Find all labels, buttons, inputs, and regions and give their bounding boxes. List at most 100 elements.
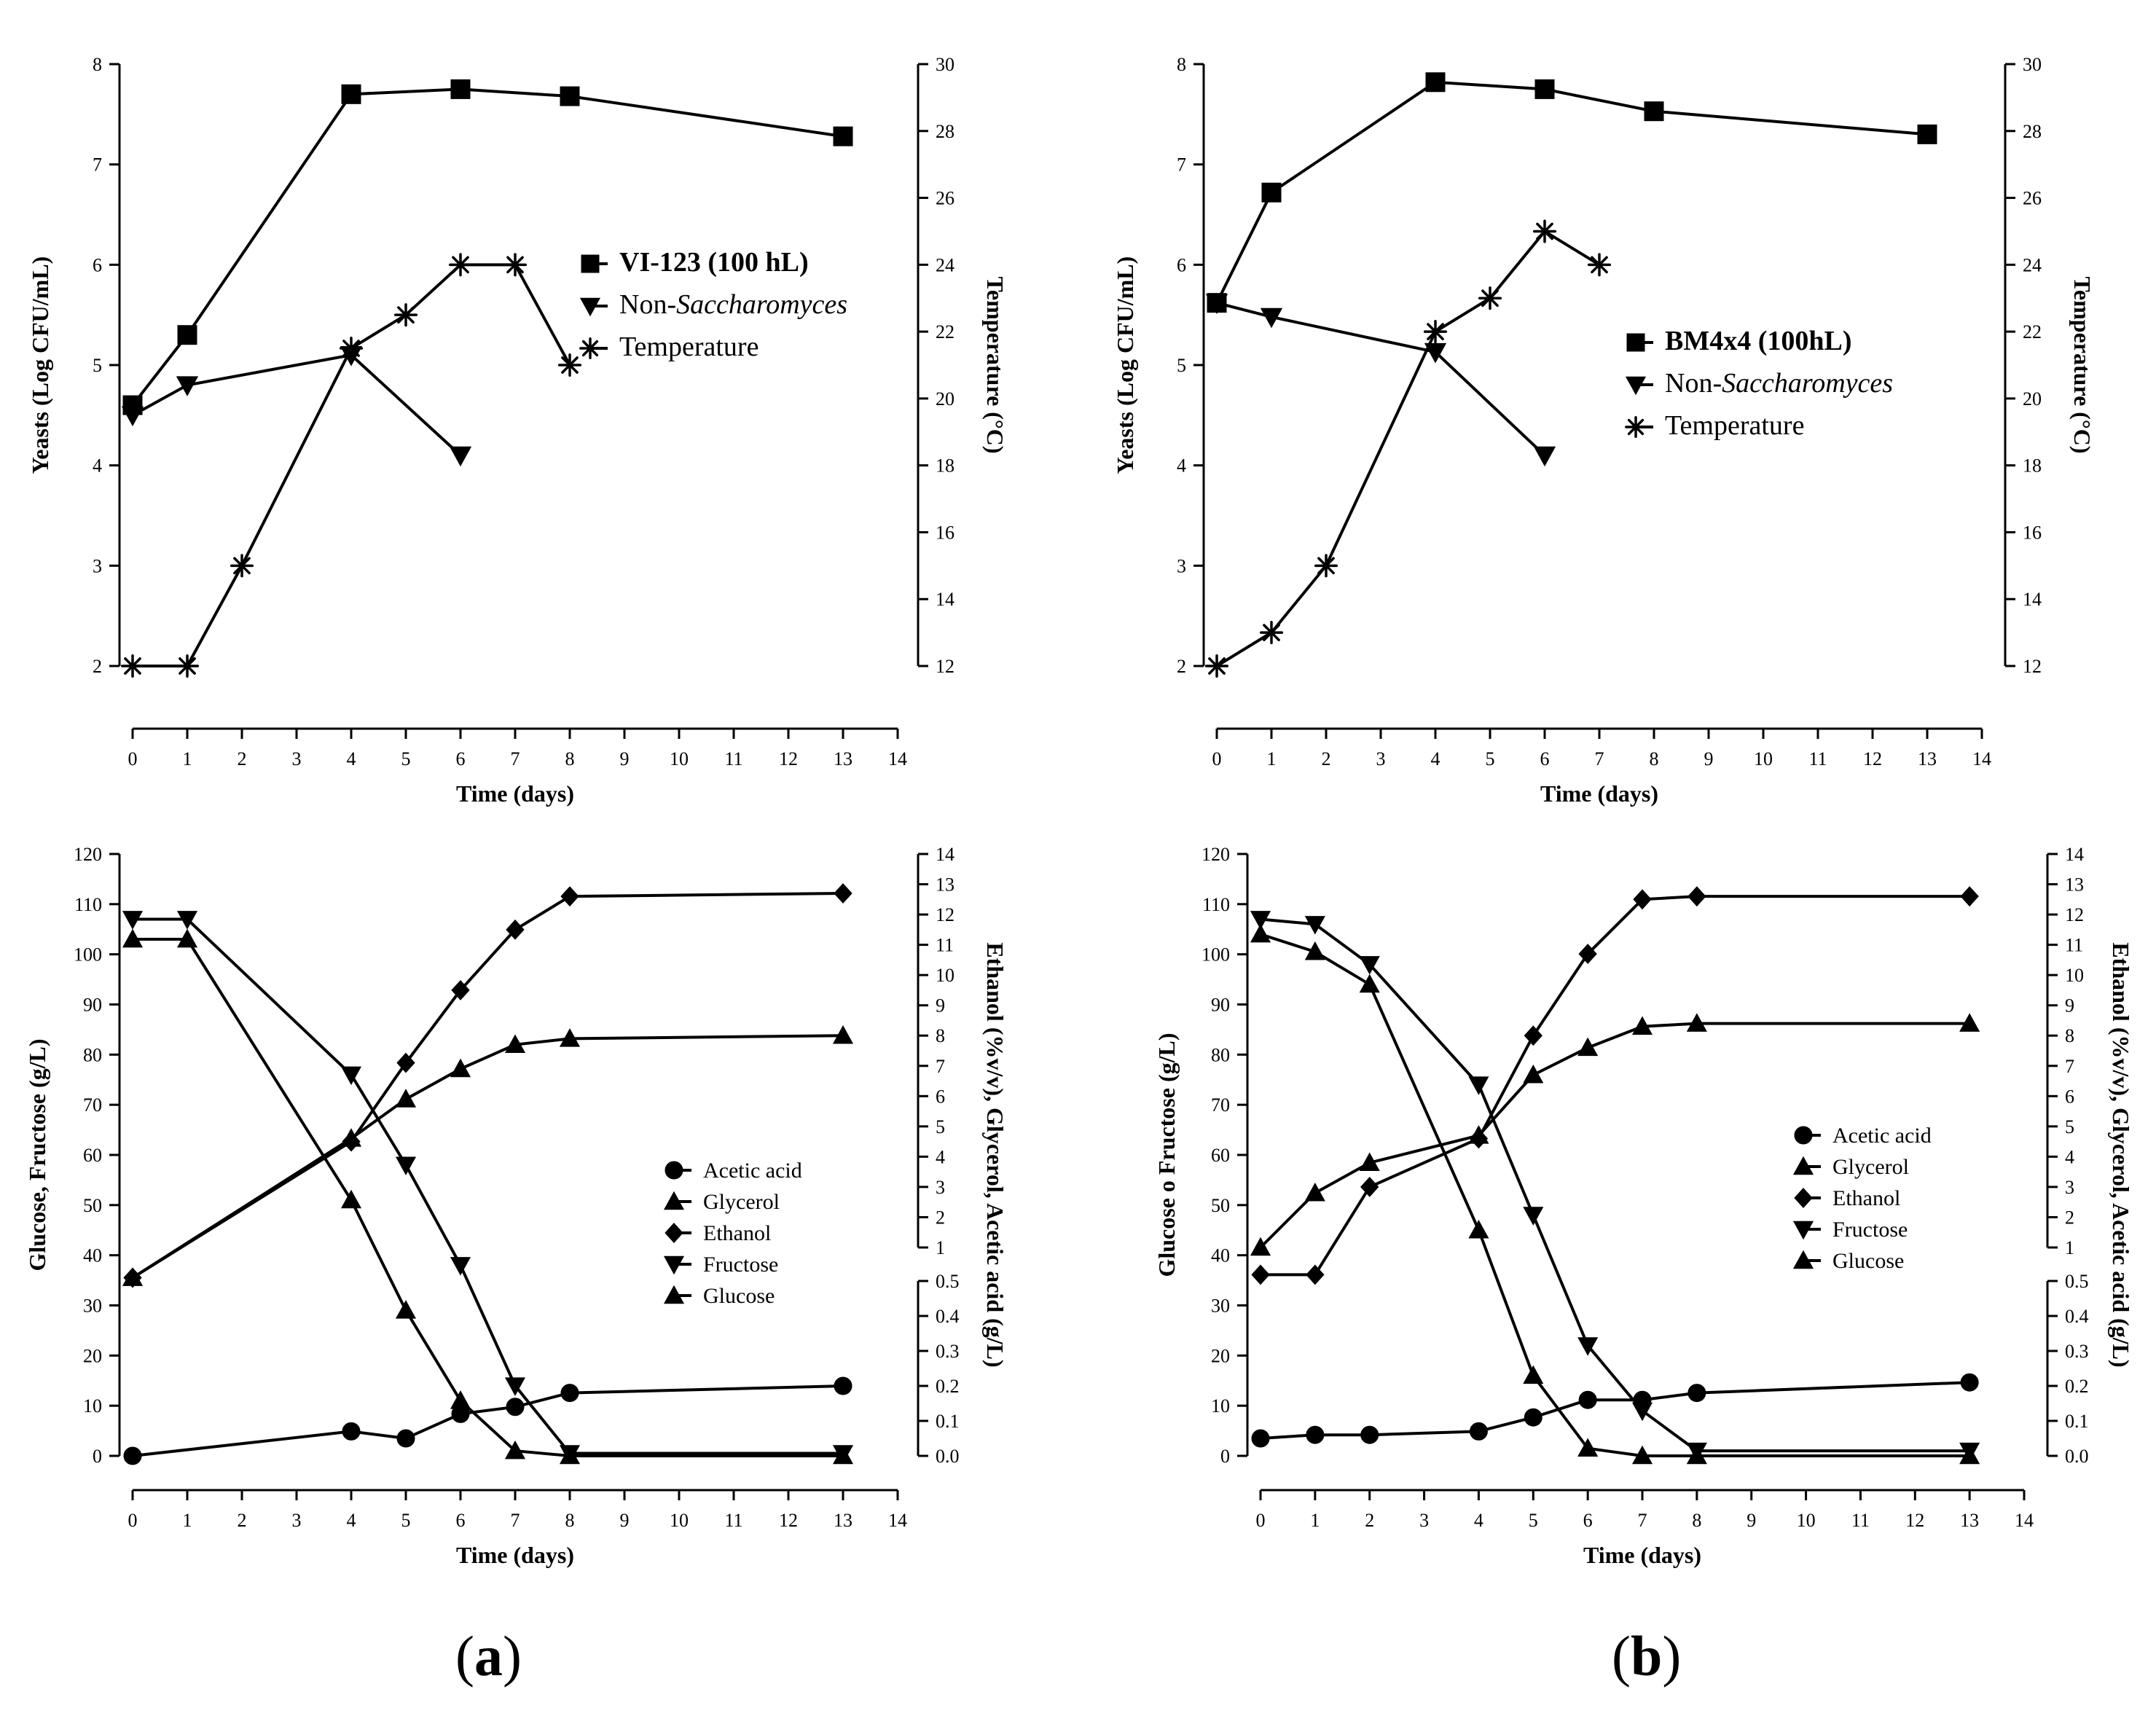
legend-marker-stroke: [581, 340, 599, 357]
data-point: [1469, 1128, 1489, 1149]
data-point: [560, 86, 580, 106]
x-tick-label: 0: [128, 1510, 138, 1531]
data-point: [122, 911, 144, 930]
y2-tick-label: 26: [2023, 188, 2042, 209]
y2-tick-label: 14: [2023, 589, 2042, 610]
y2-axis-title: Ethanol (%v/v), Glycerol, Acetic acid (g…: [982, 942, 1008, 1367]
data-point: [1424, 342, 1447, 364]
data-point: [1687, 1384, 1706, 1403]
data-point: [1959, 1445, 1980, 1465]
data-point: [1478, 286, 1502, 310]
legend-item: Non-Saccharomyces: [1625, 368, 1893, 399]
series-line: [133, 263, 571, 667]
legend: Acetic acid Glycerol Ethanol Fructose Glucos…: [1792, 1124, 1932, 1273]
data-point: [1534, 79, 1555, 99]
series-non-saccharomyces: [121, 346, 472, 467]
x-tick-label: 14: [888, 748, 907, 769]
data-point: [1304, 1182, 1325, 1202]
y2-upper-tick-label: 5: [2065, 1116, 2074, 1137]
data-point: [557, 353, 582, 377]
x-tick-label: 5: [401, 748, 411, 769]
x-tick-label: 10: [670, 748, 689, 769]
data-point: [1917, 124, 1937, 144]
y2-tick-label: 24: [936, 254, 954, 275]
y2-lower-tick-label: 0.0: [936, 1446, 960, 1467]
y-tick-label: 0: [1220, 1446, 1230, 1467]
y-tick-label: 20: [1211, 1345, 1230, 1366]
x-tick-label: 4: [1474, 1510, 1483, 1531]
data-point: [176, 928, 198, 948]
data-point: [506, 1398, 525, 1417]
data-point: [1469, 1422, 1488, 1441]
y2-axis-title: Temperature (°C): [2069, 277, 2096, 454]
data-point: [559, 1028, 581, 1047]
y2-lower-tick-label: 0.4: [936, 1306, 960, 1327]
legend-item: Glucose: [663, 1284, 775, 1308]
x-tick-label: 1: [183, 1510, 192, 1531]
x-tick-label: 6: [1583, 1510, 1593, 1531]
series-ethanol: [123, 883, 852, 1288]
series-glucose: [122, 928, 854, 1465]
y-tick-label: 100: [74, 944, 102, 965]
y2-upper-tick-label: 10: [2065, 965, 2084, 986]
x-tick-label: 13: [1960, 1510, 1979, 1531]
x-tick-label: 12: [1863, 748, 1882, 769]
y-tick-label: 4: [1177, 455, 1186, 477]
data-point-stroke: [1317, 557, 1335, 575]
y2-axis-title: Ethanol (%v/v), Glycerol, Acetic acid (g…: [2108, 942, 2134, 1367]
x-tick-label: 5: [1486, 748, 1495, 769]
y2-upper-tick-label: 6: [936, 1086, 945, 1107]
x-tick-label: 5: [401, 1510, 411, 1531]
y2-axis-title: Temperature (°C): [982, 277, 1008, 454]
y-tick-label: 110: [1202, 894, 1230, 915]
y-tick-label: 7: [1177, 154, 1186, 176]
data-point: [1304, 916, 1325, 935]
data-point: [1533, 446, 1556, 467]
y2-upper-tick-label: 8: [936, 1025, 945, 1046]
data-point: [450, 1390, 471, 1409]
data-point: [504, 1034, 526, 1053]
data-point: [1633, 889, 1652, 910]
data-point: [1578, 1390, 1597, 1409]
data-point-stroke: [1263, 624, 1280, 641]
data-point: [1306, 1425, 1325, 1444]
y2-tick-label: 30: [936, 54, 954, 75]
data-point: [342, 1131, 361, 1152]
data-point: [832, 1445, 854, 1465]
y-tick-label: 3: [93, 555, 102, 576]
legend-marker: [1625, 416, 1647, 438]
x-tick-label: 0: [1256, 1510, 1266, 1531]
data-point: [1523, 1365, 1544, 1384]
legend-label: Temperature: [1665, 410, 1804, 441]
series-line: [133, 938, 843, 1457]
y2-lower-tick-label: 0.5: [2065, 1271, 2089, 1292]
y-tick-label: 2: [1177, 656, 1186, 677]
legend-label: VI-123 (100 hL): [619, 247, 809, 278]
x-tick-label: 2: [1322, 748, 1331, 769]
legend-label: Temperature: [619, 332, 758, 362]
x-tick-label: 2: [238, 1510, 247, 1531]
y-tick-label: 110: [74, 894, 102, 915]
data-point: [1631, 1445, 1653, 1465]
series-ethanol: [1251, 886, 1979, 1285]
series-line: [1215, 80, 1928, 304]
x-tick-label: 3: [1376, 748, 1386, 769]
x-tick-label: 3: [292, 1510, 302, 1531]
x-tick-label: 13: [834, 748, 852, 769]
data-point: [1360, 1176, 1379, 1197]
x-tick-label: 7: [1595, 748, 1604, 769]
x-tick-label: 6: [456, 748, 466, 769]
y-tick-label: 30: [83, 1296, 102, 1317]
legend-marker: [1794, 1188, 1813, 1208]
y2-tick-label: 30: [2023, 54, 2042, 75]
data-point: [1360, 1425, 1379, 1444]
y2-upper-tick-label: 12: [936, 904, 954, 925]
data-point: [340, 1189, 362, 1209]
data-point: [448, 253, 473, 277]
y2-tick-label: 24: [2023, 254, 2042, 275]
data-point: [339, 337, 364, 361]
series-line: [133, 917, 843, 1455]
x-tick-label: 10: [1754, 748, 1773, 769]
